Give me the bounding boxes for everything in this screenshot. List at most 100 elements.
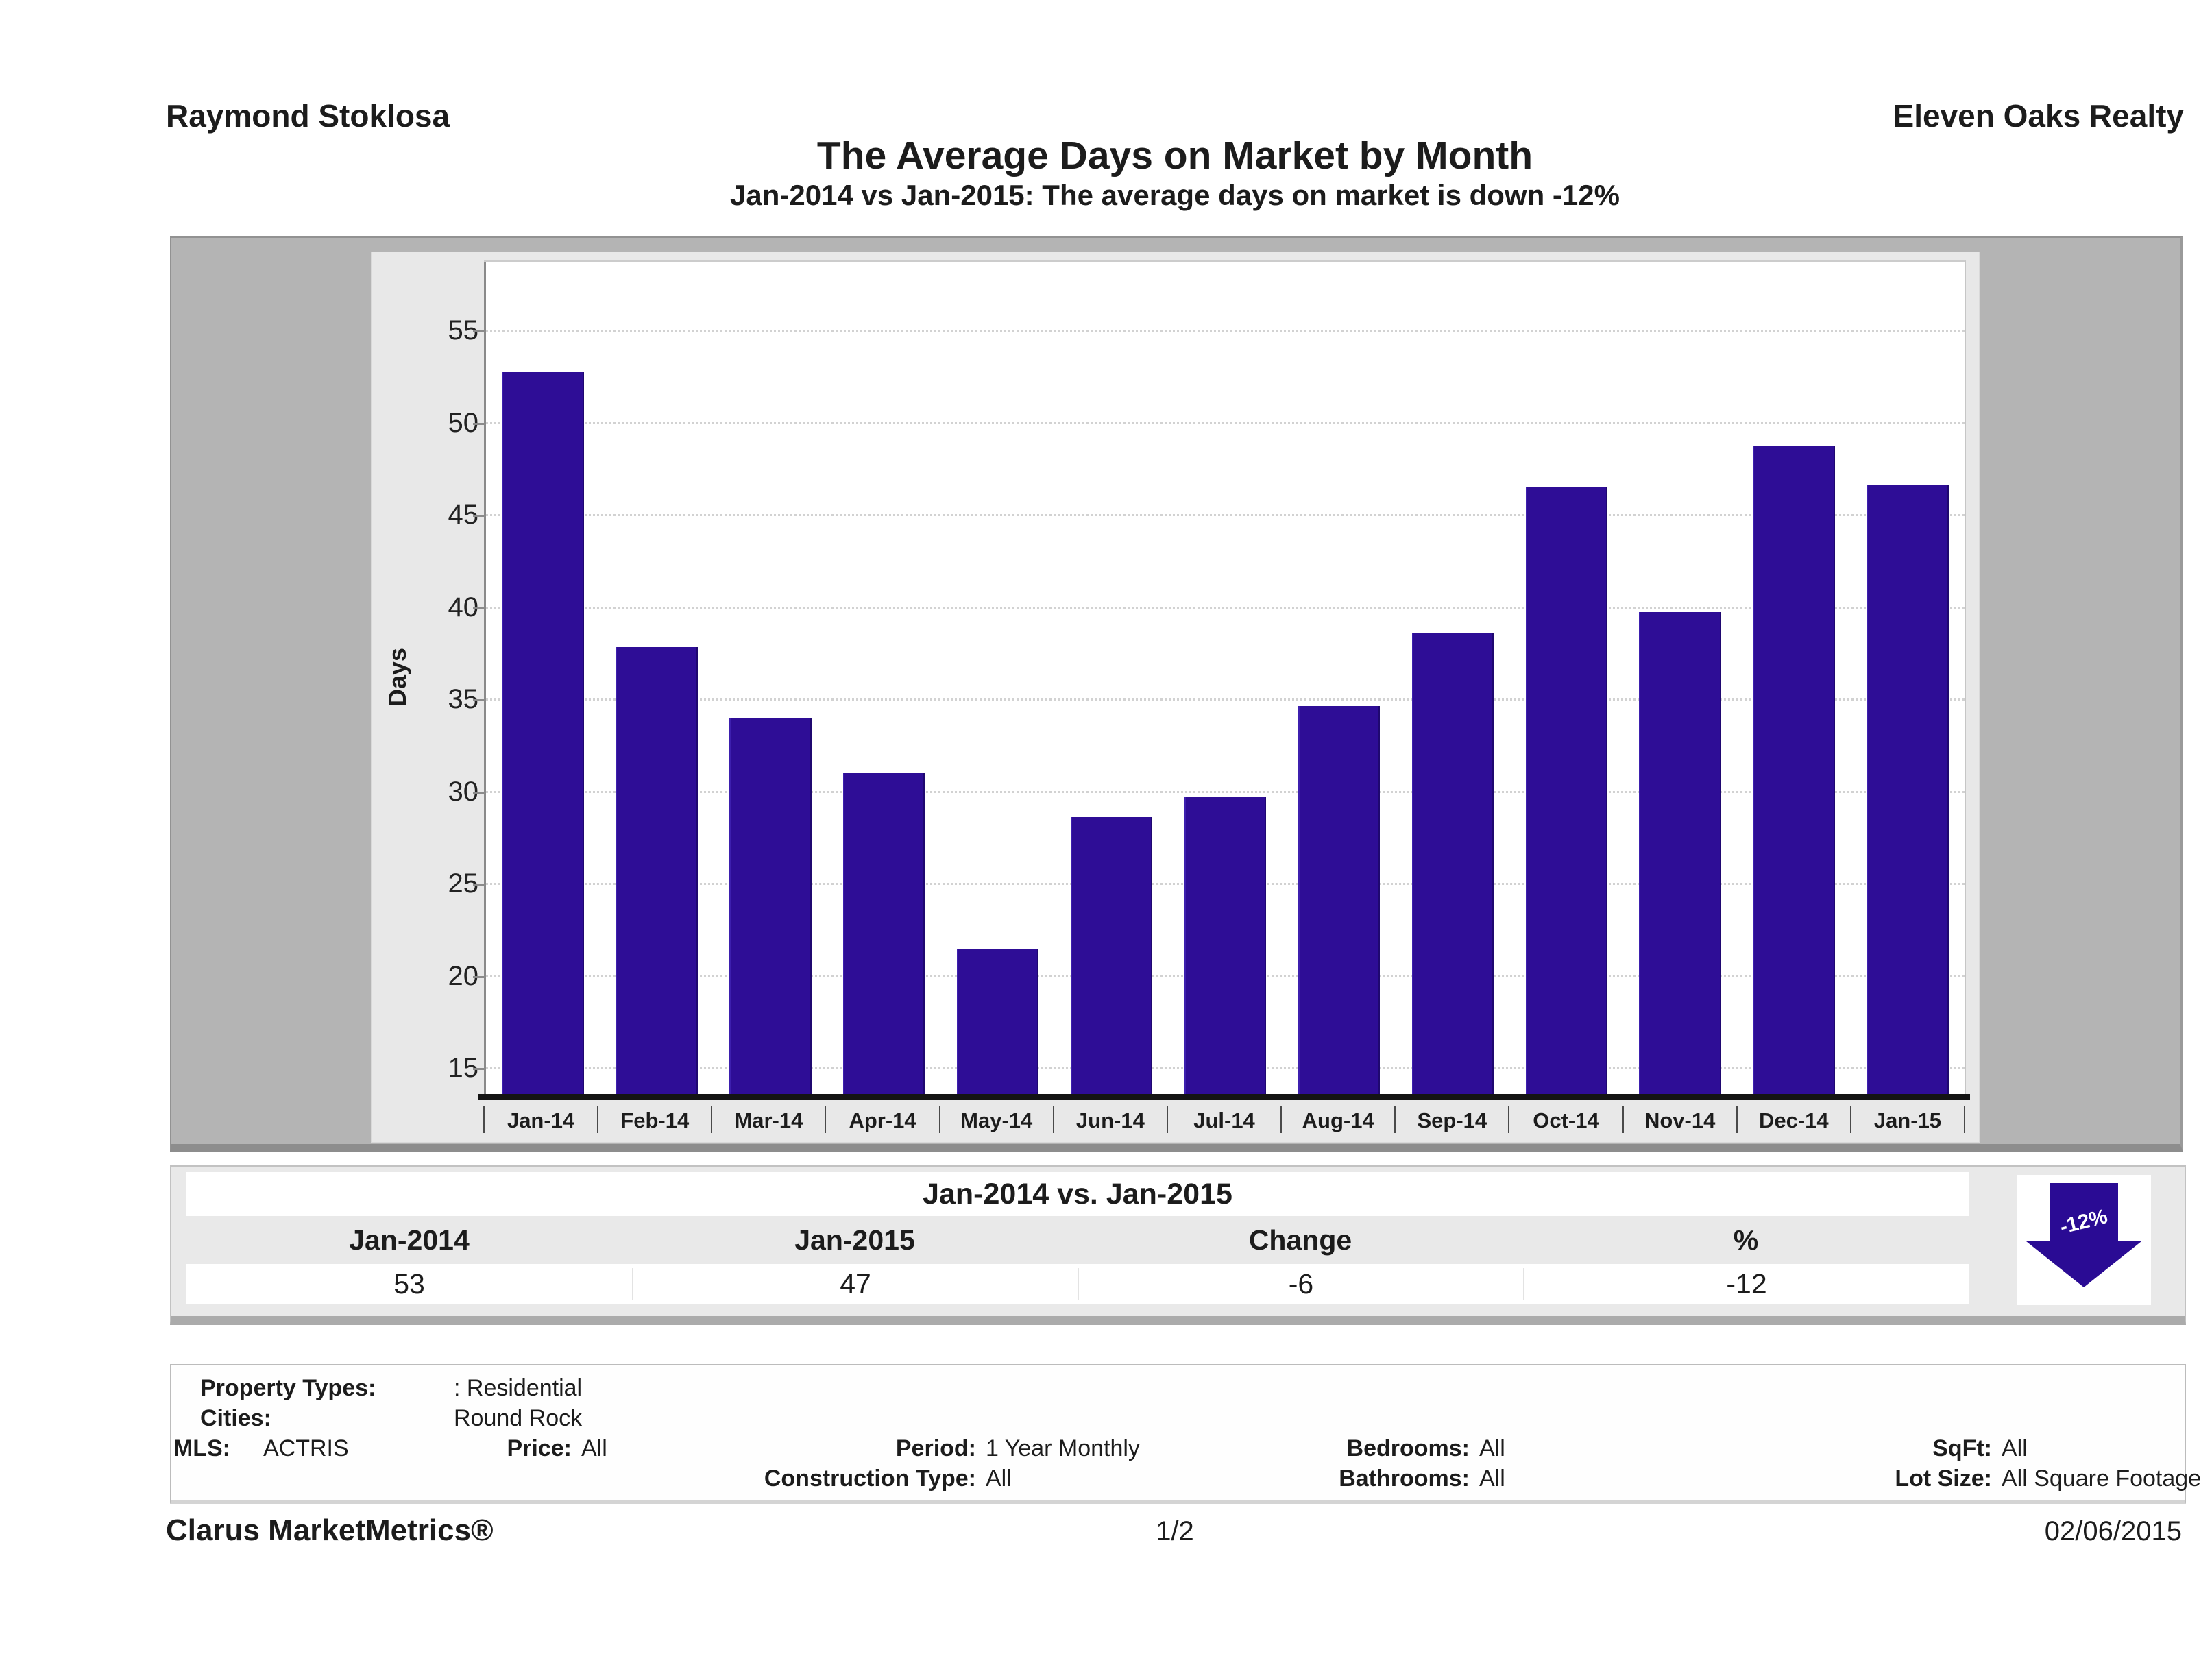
gridline [486, 790, 1965, 793]
criteria-label: Cities: [200, 1405, 271, 1431]
agent-name: Raymond Stoklosa [166, 98, 450, 134]
criteria-label: Bathrooms: [1339, 1466, 1470, 1492]
criteria-label: SqFt: [1932, 1435, 1992, 1461]
criteria-value: All [2002, 1435, 2028, 1461]
criteria-label: Bedrooms: [1346, 1435, 1470, 1461]
y-axis-labels: 15 20 25 30 35 40 45 50 55 [391, 260, 479, 1094]
comparison-column-headers: Jan-2014 Jan-2015 Change% [186, 1219, 1969, 1261]
bar [1867, 485, 1949, 1095]
comparison-value: -12 [1523, 1267, 1969, 1300]
gridline [486, 606, 1965, 609]
y-axis-label: 55 [448, 315, 479, 346]
footer-date: 02/06/2015 [2044, 1516, 2182, 1546]
y-tick [473, 975, 484, 978]
x-axis-label: Dec-14 [1758, 1108, 1829, 1132]
bar-slot [941, 262, 1055, 1095]
x-tick [1736, 1106, 1738, 1133]
x-tick [711, 1106, 713, 1133]
down-arrow-icon [2026, 1183, 2141, 1287]
page-subtitle: Jan-2014 vs Jan-2015: The average days o… [730, 178, 1620, 211]
x-axis-label: Jan-14 [507, 1108, 575, 1132]
chart-panel: Days 15 20 25 30 35 40 45 50 55 Jan-14 Feb-14 Mar-… [371, 252, 1980, 1143]
bar-slot [1737, 262, 1851, 1095]
bar [843, 773, 925, 1095]
y-tick [473, 515, 484, 518]
y-axis-label: 45 [448, 500, 479, 531]
comparison-table: Jan-2014 vs. Jan-2015 Jan-2014 Jan-2015 Ch… [170, 1165, 2186, 1325]
criteria-box: Property Types:: Residential Cities: Round… [170, 1364, 2201, 1504]
bar [1753, 446, 1835, 1095]
comparison-title: Jan-2014 vs. Jan-2015 [186, 1172, 1969, 1216]
bar [616, 647, 698, 1095]
x-tick [1166, 1106, 1168, 1133]
bar [1070, 816, 1153, 1095]
criteria-label: Construction Type: [764, 1466, 976, 1492]
y-axis-label: 15 [448, 1053, 479, 1084]
y-tick [473, 884, 484, 886]
x-axis-label: Feb-14 [620, 1108, 690, 1132]
criteria-label: Price: [507, 1435, 572, 1461]
x-tick [1508, 1106, 1510, 1133]
bar [1184, 797, 1267, 1095]
x-axis-label: Apr-14 [849, 1108, 916, 1132]
criteria-value: All [986, 1466, 1012, 1492]
x-axis-label: May-14 [960, 1108, 1033, 1132]
bar-slot [1851, 262, 1965, 1095]
title-block: The Average Days on Market by Month Jan-… [166, 134, 2184, 213]
criteria-label: Period: [895, 1435, 976, 1461]
x-axis-label: Mar-14 [734, 1108, 803, 1132]
gridline [486, 698, 1965, 701]
bar-slot [1509, 262, 1623, 1095]
bar [1639, 612, 1721, 1095]
bar-slot [486, 262, 600, 1095]
bars [486, 262, 1965, 1095]
x-tick [597, 1106, 599, 1133]
footer-page-number: 1/2 [1156, 1516, 1194, 1546]
chart-frame: Days 15 20 25 30 35 40 45 50 55 Jan-14 Feb-14 Mar-… [170, 236, 2183, 1152]
x-tick [1849, 1106, 1851, 1133]
bar-slot [827, 262, 941, 1095]
y-axis-label: 35 [448, 684, 479, 715]
criteria-value: All [581, 1435, 607, 1461]
bar-slot [1282, 262, 1396, 1095]
comparison-column-header: % [1733, 1224, 1759, 1256]
company-name: Eleven Oaks Realty [1893, 98, 2184, 134]
comparison-column-header: Jan-2015 [794, 1224, 915, 1256]
bar [1525, 487, 1607, 1095]
bar-slot [1055, 262, 1169, 1095]
x-axis: Jan-14 Feb-14 Mar-14 Apr-14 May-14 Jun-14 Jul-… [483, 1103, 1965, 1140]
criteria-label: Property Types: [200, 1375, 376, 1401]
bar-slot [1396, 262, 1509, 1095]
criteria-value: All [1479, 1435, 1505, 1461]
y-axis-line [484, 262, 486, 1095]
x-tick [825, 1106, 827, 1133]
x-tick [1964, 1106, 1965, 1133]
x-axis-label: Oct-14 [1533, 1108, 1599, 1132]
x-tick [938, 1106, 940, 1133]
y-axis-label: 30 [448, 776, 479, 807]
comparison-values: 53 47 -6 -12 [186, 1264, 1969, 1304]
x-axis-label: Aug-14 [1302, 1108, 1374, 1132]
x-axis-labels: Jan-14 Feb-14 Mar-14 Apr-14 May-14 Jun-14 Jul-… [484, 1103, 1965, 1140]
y-axis-label: 40 [448, 592, 479, 622]
x-tick [1052, 1106, 1054, 1133]
comparison-column-header: Change [1248, 1224, 1352, 1256]
plot-area [473, 260, 1966, 1095]
x-axis-label: Jun-14 [1075, 1108, 1145, 1132]
y-tick [473, 330, 484, 333]
criteria-value: All Square Footage [2002, 1466, 2202, 1492]
gridline [486, 330, 1965, 332]
bar-slot [600, 262, 714, 1095]
bar [1298, 706, 1381, 1095]
criteria-value: 1 Year Monthly [986, 1435, 1140, 1461]
criteria-value: All [1479, 1466, 1505, 1492]
comparison-value: -6 [1078, 1267, 1523, 1300]
x-axis-label: Sep-14 [1417, 1108, 1487, 1132]
bar [1411, 632, 1494, 1095]
bar-slot [714, 262, 827, 1095]
x-axis-label: Jul-14 [1193, 1108, 1255, 1132]
y-axis-label: 20 [448, 960, 479, 991]
criteria-label: MLS: [173, 1435, 230, 1461]
criteria-value: ACTRIS [263, 1435, 349, 1461]
